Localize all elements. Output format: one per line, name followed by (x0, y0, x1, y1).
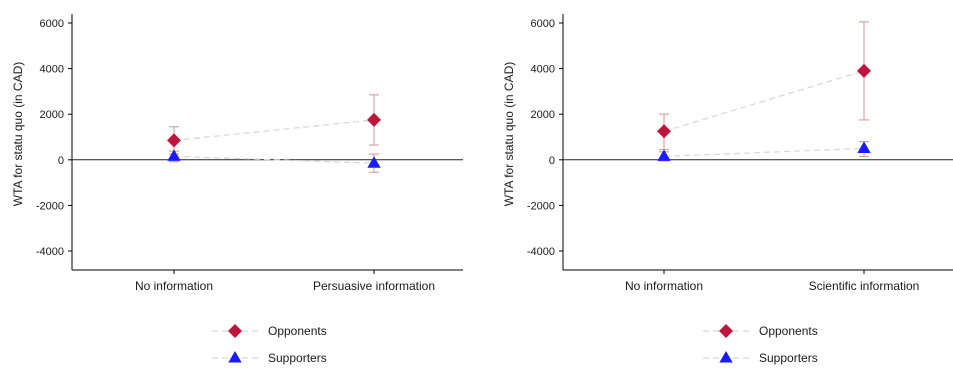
x-category-label: Scientific information (809, 279, 920, 293)
legend: Opponents Supporters (703, 324, 818, 365)
chart-panel-1: 6000 4000 2000 0 -2000 -4000 No information Per… (11, 14, 463, 365)
y-tick-label: 0 (58, 155, 64, 167)
y-tick-label: 2000 (40, 109, 64, 121)
y-tick-label: 2000 (531, 109, 555, 121)
y-tick-label: -2000 (36, 200, 64, 212)
chart-panel-2: 6000 4000 2000 0 -2000 -4000 No information Sci… (502, 14, 953, 365)
data-point-opponents (657, 124, 671, 138)
legend-label-opponents: Opponents (268, 324, 327, 338)
legend-supporters-marker (228, 351, 241, 363)
legend: Opponents Supporters (212, 324, 327, 365)
legend-label-supporters: Supporters (759, 351, 818, 365)
legend-opponents-marker (719, 324, 733, 338)
x-category-label: No information (625, 279, 703, 293)
data-point-opponents (167, 133, 181, 147)
y-tick-label: 4000 (40, 64, 64, 76)
legend-supporters-marker (719, 351, 732, 363)
data-point-opponents (857, 64, 871, 78)
data-point-supporters (367, 156, 380, 168)
series-connector-opponents (174, 120, 374, 141)
legend-opponents-marker (228, 324, 242, 338)
data-point-supporters (657, 149, 670, 161)
data-point-opponents (367, 113, 381, 127)
x-category-label: No information (135, 279, 213, 293)
y-tick-label: -2000 (527, 200, 555, 212)
y-axis-title: WTA for statu quo (in CAD) (502, 62, 516, 207)
y-tick-label: -4000 (527, 246, 555, 258)
y-tick-label: -4000 (36, 246, 64, 258)
data-point-supporters (857, 141, 870, 153)
y-tick-label: 4000 (531, 64, 555, 76)
y-axis-title: WTA for statu quo (in CAD) (11, 62, 25, 207)
legend-label-supporters: Supporters (268, 351, 327, 365)
y-tick-label: 6000 (531, 18, 555, 30)
series-connector-supporters (664, 148, 864, 156)
x-category-label: Persuasive information (313, 279, 435, 293)
legend-label-opponents: Opponents (759, 324, 818, 338)
series-connector-opponents (664, 71, 864, 131)
y-tick-label: 6000 (40, 18, 64, 30)
y-tick-label: 0 (549, 155, 555, 167)
